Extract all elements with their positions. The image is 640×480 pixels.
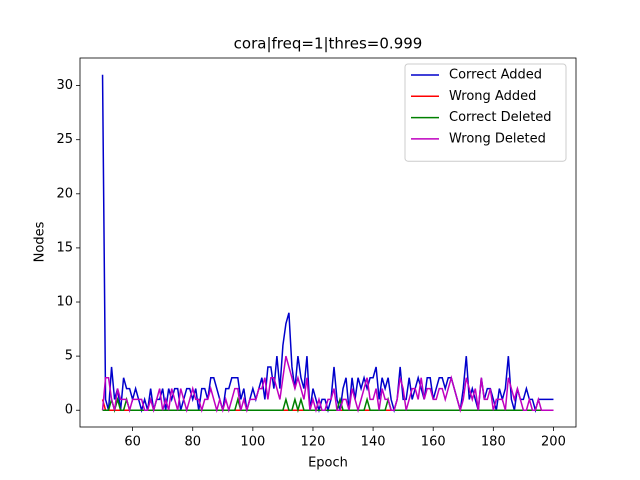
y-tick-label: 5 <box>65 349 73 364</box>
y-tick-label: 15 <box>56 240 73 255</box>
x-axis-label: Epoch <box>308 456 348 471</box>
x-tick-label: 160 <box>421 435 446 450</box>
axes-frame <box>79 57 577 428</box>
legend-label: Wrong Deleted <box>449 131 546 146</box>
y-tick-label: 25 <box>56 132 73 147</box>
x-tick-label: 180 <box>481 435 506 450</box>
y-axis-label: Nodes <box>33 221 48 262</box>
x-tick-label: 120 <box>301 435 326 450</box>
y-tick-label: 10 <box>56 295 73 310</box>
x-tick-label: 60 <box>124 435 141 450</box>
y-tick-label: 20 <box>56 186 73 201</box>
legend-box <box>404 63 567 162</box>
legend-label: Correct Added <box>449 68 542 83</box>
y-tick-label: 0 <box>65 403 73 418</box>
x-tick-label: 100 <box>240 435 265 450</box>
x-tick-label: 80 <box>184 435 201 450</box>
chart-title: cora|freq=1|thres=0.999 <box>234 35 423 53</box>
y-tick-label: 30 <box>56 78 73 93</box>
legend-label: Correct Deleted <box>449 110 552 125</box>
x-tick-label: 200 <box>541 435 566 450</box>
series-line <box>101 355 554 414</box>
legend-label: Wrong Added <box>449 89 536 104</box>
x-tick-label: 140 <box>361 435 386 450</box>
